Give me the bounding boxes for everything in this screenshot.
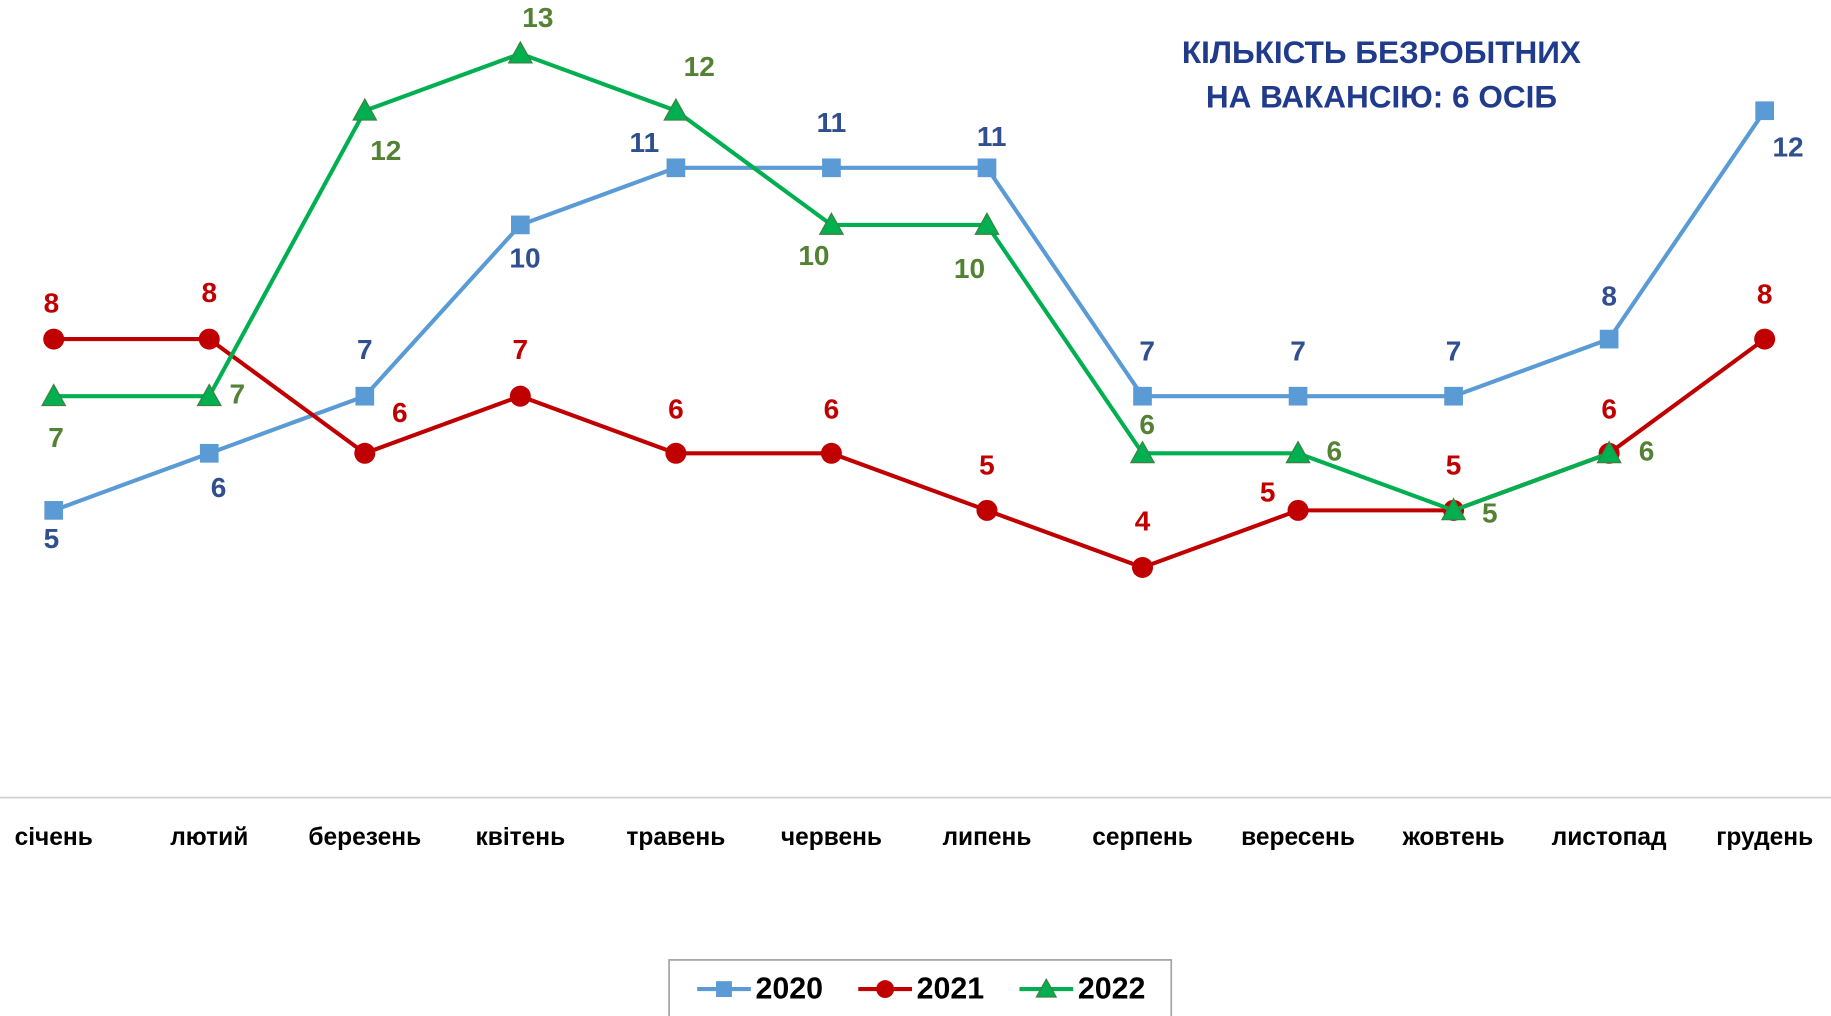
data-label: 10 (954, 253, 985, 284)
marker (1440, 497, 1467, 521)
marker (199, 443, 219, 463)
chart-title: КІЛЬКІСТЬ БЕЗРОБІТНИХ (1182, 34, 1581, 70)
x-tick-label: листопад (1552, 824, 1667, 851)
data-label: 6 (668, 394, 684, 425)
data-label: 7 (1446, 335, 1462, 366)
x-tick-label: січень (15, 824, 93, 851)
marker (43, 328, 65, 350)
data-label: 6 (1139, 409, 1155, 440)
data-label: 6 (392, 397, 408, 428)
marker (41, 383, 67, 407)
marker (509, 385, 531, 407)
data-label: 10 (798, 240, 829, 271)
data-label: 7 (1139, 335, 1155, 366)
x-tick-label: червень (781, 824, 882, 851)
data-label: 8 (44, 288, 60, 319)
marker (663, 97, 689, 121)
marker (977, 158, 997, 178)
marker (1754, 328, 1776, 350)
marker (666, 158, 686, 178)
marker (1285, 440, 1311, 464)
data-label: 11 (817, 107, 847, 138)
data-label: 5 (1260, 476, 1276, 507)
x-tick-label: вересень (1241, 824, 1355, 851)
data-label: 8 (201, 277, 217, 308)
data-label: 13 (522, 2, 553, 33)
data-label: 6 (211, 472, 227, 503)
marker (1755, 101, 1775, 121)
legend-box (668, 959, 1173, 1016)
marker (198, 328, 220, 350)
data-label: 6 (824, 394, 840, 425)
x-tick-label: липень (942, 824, 1031, 851)
series-line (53, 337, 1766, 570)
marker (1596, 440, 1622, 464)
marker (1444, 386, 1463, 406)
marker (665, 442, 687, 464)
marker (974, 212, 1000, 235)
marker (196, 383, 222, 407)
data-label: 8 (1757, 278, 1773, 309)
data-label: 6 (1326, 436, 1342, 467)
data-label: 7 (513, 334, 529, 365)
legend-marker (876, 980, 895, 999)
legend-label: 2021 (917, 972, 985, 1005)
data-label: 5 (1446, 450, 1462, 481)
x-tick-label: березень (308, 824, 421, 851)
x-tick-label: квітень (476, 824, 566, 851)
x-tick-label: грудень (1716, 824, 1813, 851)
data-label: 12 (370, 135, 401, 166)
marker (822, 158, 841, 178)
data-label: 5 (44, 523, 60, 554)
legend-marker (1035, 977, 1058, 998)
marker (354, 442, 376, 464)
data-label: 11 (630, 127, 660, 158)
data-label: 7 (357, 334, 373, 365)
data-label: 11 (977, 121, 1007, 152)
data-label: 4 (1135, 506, 1151, 537)
marker (44, 501, 64, 520)
marker (355, 386, 375, 406)
marker (1288, 386, 1308, 406)
chart-title: НА ВАКАНСІЮ: 6 ОСІБ (1206, 79, 1557, 115)
marker (1131, 556, 1154, 578)
legend-label: 2020 (756, 972, 824, 1005)
data-label: 12 (684, 51, 715, 82)
data-label: 8 (1601, 281, 1617, 312)
marker (1287, 499, 1309, 521)
marker (1133, 386, 1152, 406)
data-label: 12 (1772, 132, 1803, 163)
marker (1129, 440, 1156, 464)
data-label: 5 (979, 450, 995, 481)
marker (507, 40, 534, 64)
marker (818, 212, 845, 235)
series-line (53, 109, 1767, 513)
data-label: 10 (509, 242, 540, 273)
data-label: 7 (1290, 335, 1306, 366)
legend-marker (716, 981, 732, 998)
data-label: 7 (48, 422, 64, 453)
marker (820, 442, 842, 464)
x-tick-label: лютий (170, 824, 248, 851)
marker (1599, 329, 1619, 349)
x-tick-label: жовтень (1402, 824, 1505, 851)
marker (352, 97, 378, 121)
legend-label: 2022 (1078, 972, 1146, 1005)
x-tick-label: серпень (1092, 824, 1193, 851)
data-label: 5 (1482, 497, 1498, 528)
data-label: 6 (1639, 436, 1655, 467)
marker (976, 499, 998, 521)
marker (510, 215, 530, 235)
x-tick-label: травень (626, 824, 725, 851)
data-label: 6 (1601, 394, 1617, 425)
data-label: 7 (229, 379, 245, 410)
